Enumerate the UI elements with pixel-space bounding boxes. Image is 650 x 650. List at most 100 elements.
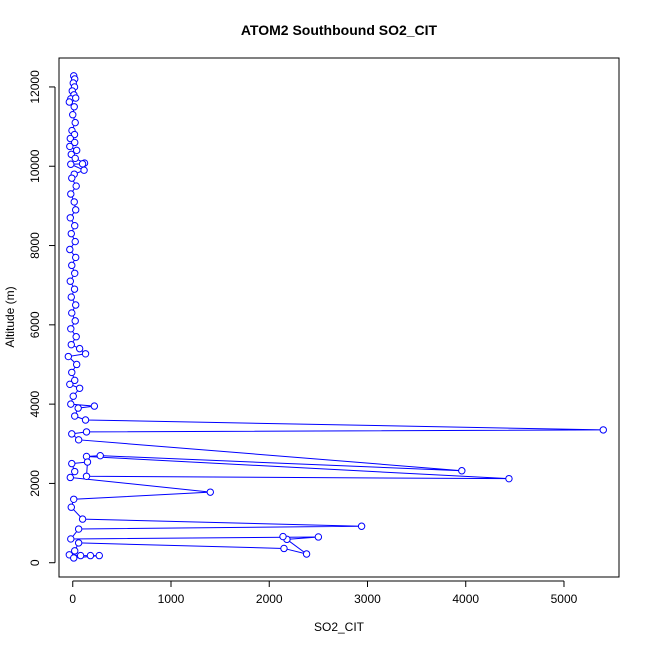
data-point	[72, 333, 80, 341]
data-point	[67, 190, 75, 198]
data-point	[81, 416, 90, 424]
data-point	[72, 146, 81, 155]
data-point	[71, 467, 79, 476]
data-point	[67, 400, 75, 408]
data-point	[76, 551, 85, 560]
data-point	[357, 522, 366, 530]
data-point	[599, 426, 607, 434]
data-point	[67, 229, 75, 238]
data-point	[206, 488, 215, 496]
data-point	[279, 532, 287, 541]
y-tick-label: 8000	[28, 232, 42, 259]
data-point	[68, 430, 76, 438]
y-tick-label: 4000	[28, 390, 42, 417]
data-point	[82, 428, 91, 436]
data-point	[67, 293, 75, 301]
y-tick-label: 12000	[28, 70, 42, 104]
data-point	[70, 198, 78, 206]
data-point	[66, 277, 75, 285]
data-point	[69, 111, 77, 119]
data-point	[66, 473, 75, 482]
y-tick-label: 2000	[28, 470, 42, 497]
data-point	[74, 436, 83, 444]
data-point	[74, 525, 83, 533]
y-axis: 0 2000 4000 6000 8000 10000 12000	[28, 70, 56, 566]
data-point	[72, 182, 80, 190]
data-point	[72, 206, 80, 214]
x-tick-label: 1000	[158, 592, 185, 606]
data-point	[71, 547, 79, 555]
data-point	[71, 376, 79, 385]
data-point	[96, 451, 104, 460]
data-point	[78, 515, 87, 523]
data-point	[82, 472, 91, 480]
y-tick-label: 0	[28, 559, 42, 566]
data-point	[68, 368, 76, 377]
data-point	[65, 98, 74, 106]
data-point	[71, 412, 79, 420]
data-point	[78, 160, 87, 168]
x-tick-label: 3000	[354, 592, 381, 606]
data-point	[74, 539, 83, 547]
data-point	[67, 503, 75, 511]
data-point	[86, 551, 95, 560]
data-point	[68, 261, 76, 270]
x-tick-label: 2000	[256, 592, 283, 606]
x-tick-label: 4000	[452, 592, 479, 606]
data-point	[67, 160, 75, 168]
data-point	[302, 550, 311, 558]
data-point	[67, 325, 75, 333]
x-tick-label: 5000	[551, 592, 578, 606]
data-point	[68, 459, 76, 468]
data-point	[83, 458, 92, 466]
data-point	[71, 154, 79, 163]
data-point	[68, 174, 76, 182]
data-point	[80, 166, 88, 174]
data-point	[66, 142, 74, 151]
data-point	[66, 380, 74, 389]
data-point	[75, 384, 84, 392]
data-point	[71, 118, 79, 127]
data-point	[67, 535, 75, 543]
x-axis: 0 1000 2000 3000 4000 5000	[69, 580, 578, 606]
y-tick-label: 6000	[28, 311, 42, 338]
data-point	[68, 309, 76, 317]
data-point	[70, 554, 78, 562]
data-point	[458, 467, 466, 475]
data-point	[280, 544, 288, 553]
data-point	[69, 392, 77, 400]
data-point	[90, 402, 99, 410]
data-point	[72, 360, 81, 369]
data-point	[314, 533, 323, 541]
data-point	[505, 474, 513, 483]
y-axis-label: Altitude (m)	[3, 286, 17, 347]
series-layer	[64, 72, 607, 562]
data-point	[70, 495, 78, 503]
series-line-0	[67, 75, 604, 559]
x-axis-label: SO2_CIT	[314, 620, 365, 634]
data-point	[71, 237, 79, 246]
data-point	[71, 269, 79, 277]
data-point	[95, 551, 103, 560]
data-point	[72, 301, 80, 309]
data-point	[74, 404, 82, 412]
data-point	[71, 138, 79, 147]
data-point	[66, 214, 75, 222]
y-tick-label: 10000	[28, 149, 42, 183]
chart-title: ATOM2 Southbound SO2_CIT	[241, 22, 438, 38]
plot-frame	[58, 57, 620, 578]
data-point	[70, 285, 79, 293]
data-point	[64, 352, 73, 361]
data-point	[67, 340, 75, 349]
data-point	[71, 317, 79, 325]
data-point	[72, 94, 80, 102]
data-point	[72, 253, 80, 262]
data-point	[66, 245, 74, 254]
data-point	[75, 344, 84, 353]
x-tick-label: 0	[69, 592, 76, 606]
data-point	[71, 222, 79, 230]
data-point	[81, 350, 90, 358]
data-point	[70, 103, 78, 111]
